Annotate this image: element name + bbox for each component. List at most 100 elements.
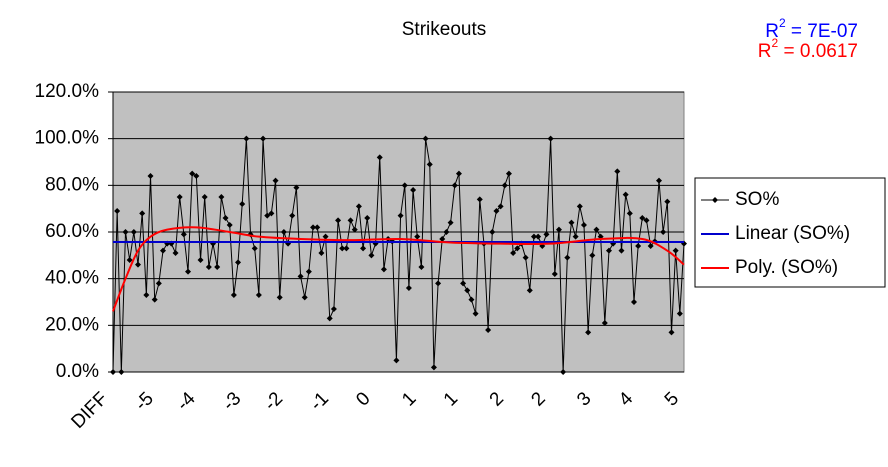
r-rest: = 0.0617 xyxy=(778,41,858,62)
legend-label: SO% xyxy=(735,189,779,210)
y-tick-label: 100.0% xyxy=(35,128,100,149)
data-point xyxy=(443,229,450,235)
data-point xyxy=(580,222,587,228)
data-point xyxy=(510,250,517,256)
legend-label: Linear (SO%) xyxy=(735,223,850,244)
data-point xyxy=(668,329,675,336)
data-point xyxy=(218,194,225,200)
data-point xyxy=(280,229,287,235)
chart-title: Strikeouts xyxy=(402,19,486,40)
data-point xyxy=(235,259,242,266)
data-point xyxy=(676,310,683,317)
data-point xyxy=(543,231,550,238)
data-point xyxy=(264,212,271,219)
data-point xyxy=(151,296,158,303)
data-point xyxy=(326,315,333,322)
data-point xyxy=(605,247,612,254)
data-point xyxy=(455,170,462,177)
data-point xyxy=(655,177,662,184)
data-point xyxy=(310,224,317,231)
legend-marker xyxy=(712,197,718,203)
data-point xyxy=(451,182,458,189)
trendline xyxy=(112,226,685,312)
data-point xyxy=(439,236,446,242)
data-point xyxy=(293,184,300,191)
data-point xyxy=(368,252,375,259)
r-squared: R2 = 0.0617 xyxy=(758,36,858,62)
data-point xyxy=(239,201,246,207)
data-point xyxy=(497,203,504,210)
data-point xyxy=(614,168,621,175)
data-point xyxy=(339,245,346,252)
data-point xyxy=(551,271,558,277)
data-point xyxy=(547,135,554,142)
data-point xyxy=(418,264,425,270)
data-point xyxy=(560,369,567,375)
data-point xyxy=(230,292,237,298)
r-base: R xyxy=(765,21,779,42)
r-sup: 2 xyxy=(779,16,786,30)
data-point xyxy=(493,208,500,214)
data-point xyxy=(568,219,575,226)
data-point xyxy=(447,219,454,226)
data-point xyxy=(535,233,542,240)
data-point xyxy=(272,177,279,184)
data-point xyxy=(660,229,667,235)
data-point xyxy=(464,287,471,294)
data-point xyxy=(593,226,600,233)
data-point xyxy=(414,233,421,240)
data-point xyxy=(405,285,412,291)
data-point xyxy=(222,215,229,221)
data-point xyxy=(343,245,350,252)
data-line xyxy=(112,138,685,373)
data-point xyxy=(172,250,179,256)
data-point xyxy=(530,233,537,240)
data-point xyxy=(618,247,625,254)
data-point xyxy=(297,273,304,280)
data-point xyxy=(135,261,142,268)
data-point xyxy=(476,196,483,203)
data-point xyxy=(514,245,521,252)
data-point xyxy=(122,229,129,235)
data-point xyxy=(114,208,121,214)
data-point xyxy=(314,224,321,231)
data-point xyxy=(347,217,354,224)
data-point xyxy=(360,245,367,252)
data-point xyxy=(585,329,592,336)
data-point xyxy=(639,215,646,221)
data-point xyxy=(305,268,312,275)
data-point xyxy=(243,135,250,142)
data-point xyxy=(572,233,579,240)
y-tick-label: 0.0% xyxy=(56,361,99,382)
data-point xyxy=(118,369,125,375)
data-point xyxy=(147,173,154,179)
data-point xyxy=(214,264,221,270)
y-tick-label: 120.0% xyxy=(35,81,100,102)
data-point xyxy=(380,266,387,273)
y-tick-label: 80.0% xyxy=(45,174,99,195)
data-point xyxy=(555,226,562,233)
data-point xyxy=(301,294,308,301)
data-point xyxy=(110,369,116,375)
data-point xyxy=(601,320,608,326)
data-point xyxy=(139,210,146,217)
data-point xyxy=(589,252,596,259)
r-sup: 2 xyxy=(772,36,779,50)
data-point xyxy=(155,280,162,287)
data-point xyxy=(505,170,512,177)
data-point xyxy=(176,194,183,200)
data-point xyxy=(643,217,650,224)
data-point xyxy=(630,299,637,305)
data-point xyxy=(251,245,258,252)
data-point xyxy=(376,154,383,161)
data-point xyxy=(330,306,337,312)
data-point xyxy=(485,327,492,333)
data-point xyxy=(622,191,629,198)
data-point xyxy=(647,243,654,249)
data-point xyxy=(185,268,192,275)
r-rest: = 7E-07 xyxy=(786,21,858,42)
data-point xyxy=(197,257,204,263)
data-point xyxy=(401,182,408,189)
data-point xyxy=(468,296,475,303)
